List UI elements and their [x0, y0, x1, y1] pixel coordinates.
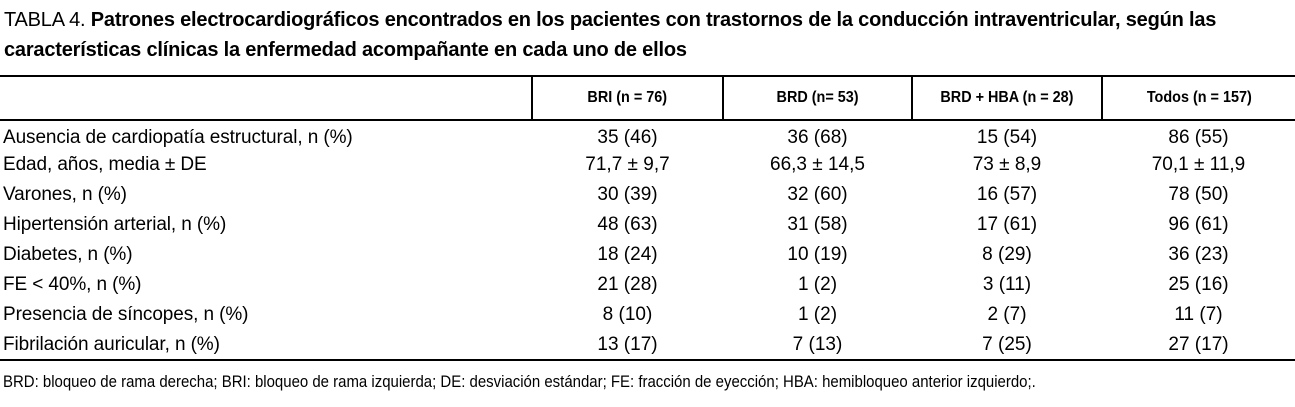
cell-value: 16 (57): [976, 184, 1038, 205]
table-row: Ausencia de cardiopatía estructural, n (…: [0, 120, 1295, 150]
header-empty-cell: [0, 75, 532, 121]
cell-value: 3 (11): [982, 274, 1032, 295]
table-row: Fibrilación auricular, n (%) 13 (17) 7 (…: [0, 330, 1295, 361]
header-col-brd: BRD (n= 53): [722, 75, 912, 121]
cell-value: 31 (58): [787, 214, 848, 235]
cell-value: 73 ± 8,9: [972, 154, 1042, 175]
table-row: Hipertensión arterial, n (%) 48 (63) 31 …: [0, 210, 1295, 240]
cell-value: 18 (24): [597, 244, 658, 265]
header-col-todos-label: Todos (n = 157): [1146, 89, 1252, 106]
table-number: TABLA 4.: [4, 9, 86, 31]
cell-value: 30 (39): [597, 184, 658, 205]
table-row: Presencia de síncopes, n (%) 8 (10) 1 (2…: [0, 300, 1295, 330]
row-label: Ausencia de cardiopatía estructural, n (…: [3, 127, 353, 148]
table-row: Edad, años, media ± DE 71,7 ± 9,7 66,3 ±…: [0, 150, 1295, 180]
cell-value: 96 (61): [1168, 214, 1229, 235]
table-title: TABLA 4. Patrones electrocardiográficos …: [0, 0, 1295, 65]
cell-value: 32 (60): [787, 184, 848, 205]
cell-value: 70,1 ± 11,9: [1151, 154, 1246, 175]
cell-value: 15 (54): [976, 127, 1038, 148]
header-col-bri-label: BRI (n = 76): [587, 89, 668, 106]
cell-value: 17 (61): [976, 214, 1038, 235]
cell-value: 8 (10): [602, 304, 653, 325]
table-footnote: BRD: bloqueo de rama derecha; BRI: bloqu…: [0, 372, 1295, 392]
cell-value: 21 (28): [597, 274, 658, 295]
row-label: Fibrilación auricular, n (%): [0, 330, 532, 361]
cell-value: 35 (46): [597, 127, 658, 148]
cell-value: 7 (25): [912, 330, 1102, 361]
data-table: BRI (n = 76) BRD (n= 53) BRD + HBA (n = …: [0, 75, 1295, 361]
cell-value: 10 (19): [787, 244, 848, 265]
cell-value: 27 (17): [1102, 330, 1295, 361]
cell-value: 48 (63): [597, 214, 658, 235]
cell-value: 1 (2): [797, 274, 838, 295]
cell-value: 25 (16): [1168, 274, 1229, 295]
cell-value: 78 (50): [1168, 184, 1229, 205]
header-col-bri: BRI (n = 76): [531, 75, 723, 121]
table-row: FE < 40%, n (%) 21 (28) 1 (2) 3 (11) 25 …: [0, 270, 1295, 300]
row-label: Presencia de síncopes, n (%): [3, 304, 249, 325]
cell-value: 71,7 ± 9,7: [585, 154, 670, 175]
header-row: BRI (n = 76) BRD (n= 53) BRD + HBA (n = …: [0, 75, 1295, 121]
row-label: Diabetes, n (%): [3, 244, 133, 265]
cell-value: 86 (55): [1168, 127, 1229, 148]
header-col-todos: Todos (n = 157): [1101, 75, 1295, 121]
header-col-brd-hba: BRD + HBA (n = 28): [911, 75, 1102, 121]
header-col-brd-hba-label: BRD + HBA (n = 28): [940, 89, 1074, 106]
cell-value: 8 (29): [982, 244, 1032, 265]
row-label: Edad, años, media ± DE: [3, 154, 207, 175]
table-row: Varones, n (%) 30 (39) 32 (60) 16 (57) 7…: [0, 180, 1295, 210]
cell-value: 36 (23): [1168, 244, 1229, 265]
row-label: Varones, n (%): [3, 184, 127, 205]
cell-value: 13 (17): [532, 330, 723, 361]
row-label: Hipertensión arterial, n (%): [3, 214, 227, 235]
cell-value: 11 (7): [1174, 304, 1223, 325]
cell-value: 7 (13): [723, 330, 912, 361]
cell-value: 36 (68): [787, 127, 848, 148]
cell-value: 1 (2): [797, 304, 838, 325]
row-label: FE < 40%, n (%): [3, 274, 142, 295]
cell-value: 2 (7): [987, 304, 1027, 325]
header-col-brd-label: BRD (n= 53): [776, 89, 859, 106]
table-row: Diabetes, n (%) 18 (24) 10 (19) 8 (29) 3…: [0, 240, 1295, 270]
table-caption: Patrones electrocardiográficos encontrad…: [4, 9, 1217, 61]
table-footnote-text: BRD: bloqueo de rama derecha; BRI: bloqu…: [3, 372, 1036, 391]
cell-value: 66,3 ± 14,5: [770, 154, 865, 175]
